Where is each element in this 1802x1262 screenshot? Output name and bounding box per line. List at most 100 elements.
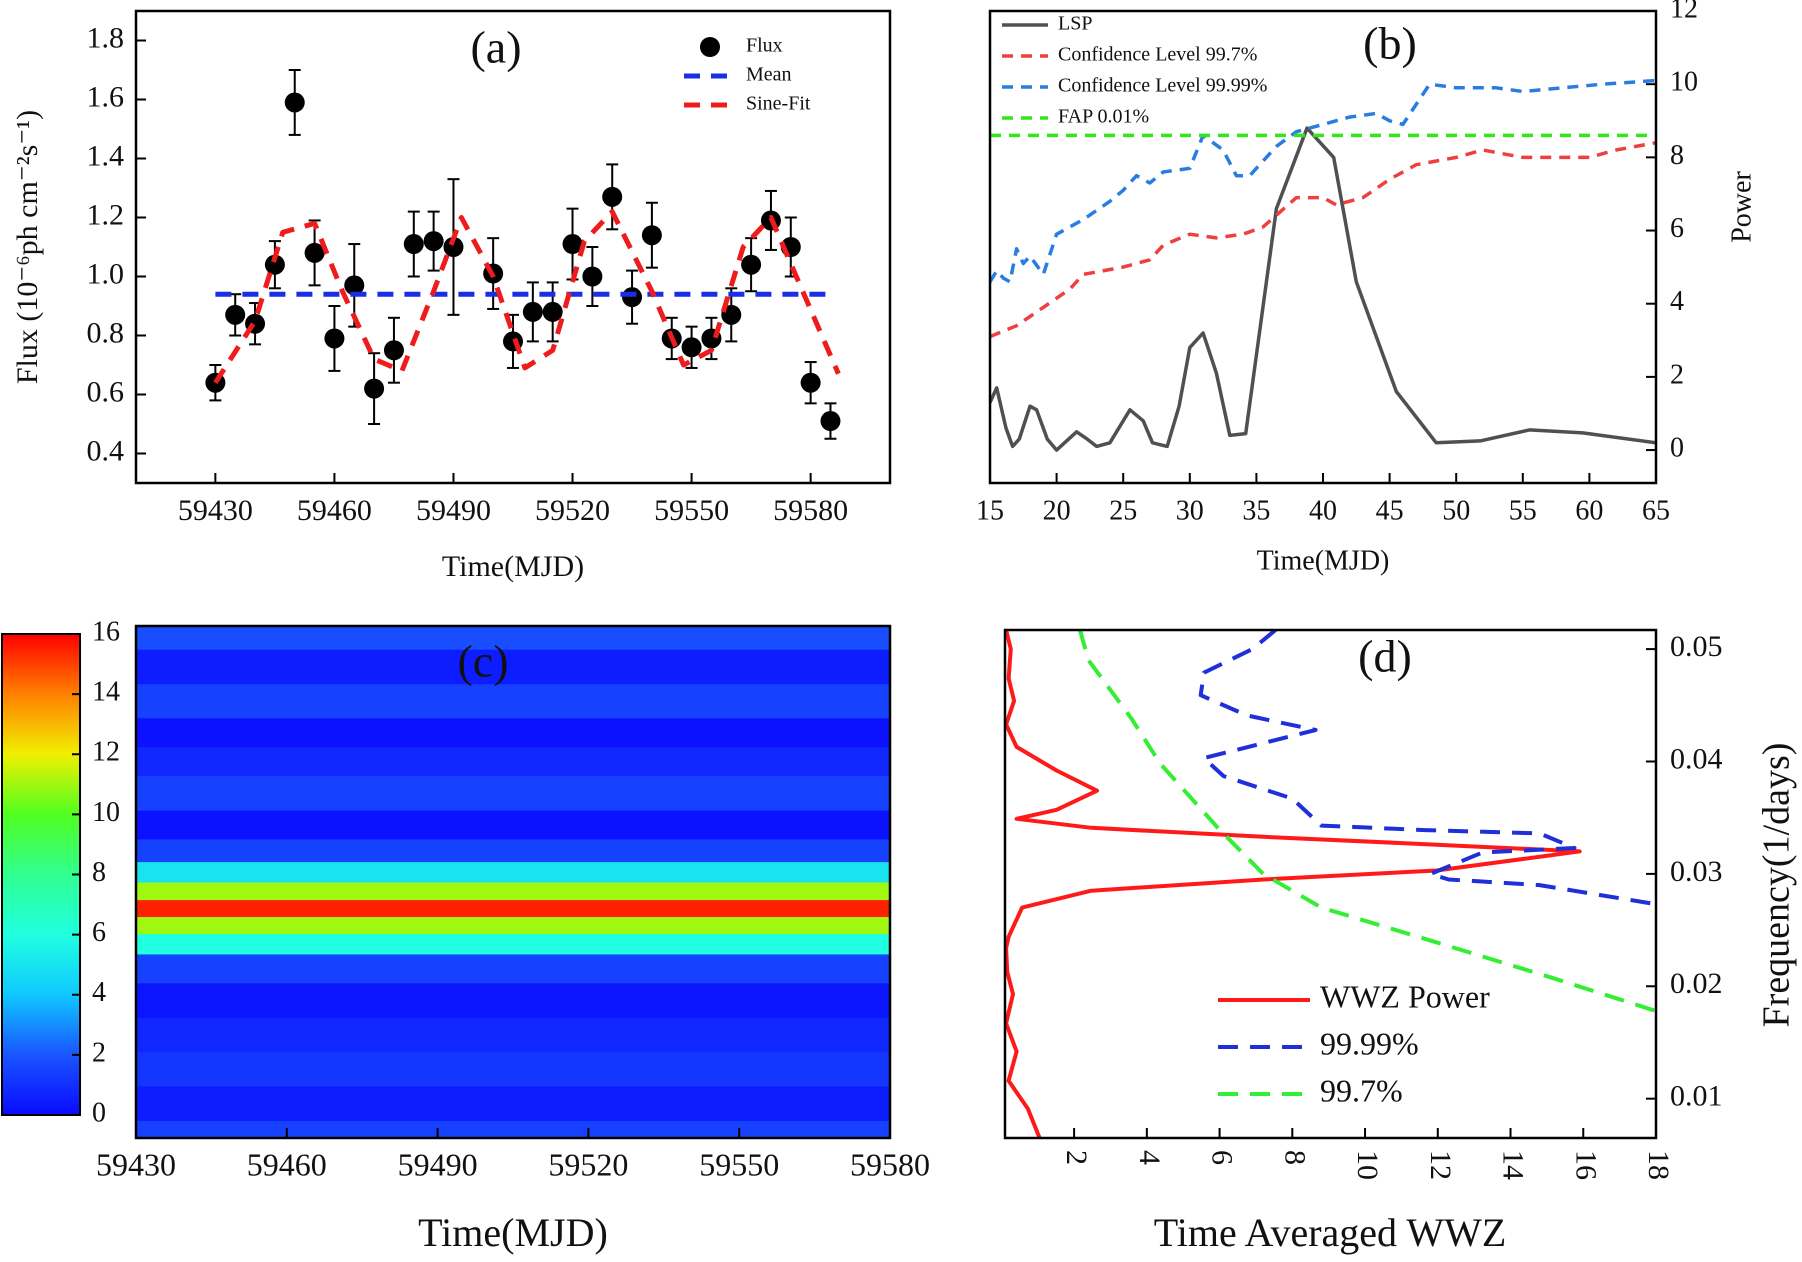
x-tick-label: 59490	[398, 1146, 478, 1182]
x-tick-label: 60	[1575, 495, 1603, 526]
y-tick-label: 1.8	[87, 21, 125, 54]
x-tick-label: 50	[1442, 495, 1470, 526]
heatmap-cell	[136, 717, 890, 748]
heatmap-cell	[136, 838, 890, 863]
data-point	[800, 372, 821, 393]
plot-area	[990, 78, 1656, 452]
x-tick-label: 59460	[247, 1146, 327, 1182]
x-tick-label: 59430	[96, 1146, 176, 1182]
x-tick-label: 10	[1351, 1150, 1384, 1180]
panel-title: (d)	[1358, 631, 1412, 682]
colorbar-tick-label: 10	[92, 797, 120, 828]
x-tick-label: 30	[1176, 495, 1204, 526]
x-tick-label: 59460	[297, 494, 372, 527]
legend-label: 99.99%	[1320, 1025, 1419, 1061]
legend: Flux Mean Sine-Fit	[684, 35, 811, 115]
x-tick-label: 59580	[850, 1146, 930, 1182]
x-tick-label: 59550	[699, 1146, 779, 1182]
colorbar-tick-label: 8	[92, 857, 106, 888]
x-tick-label: 25	[1109, 495, 1137, 526]
plot-area	[136, 626, 890, 1138]
x-tick-label: 16	[1569, 1150, 1602, 1180]
plot-area	[1005, 630, 1656, 1138]
heatmap-cell	[136, 861, 890, 883]
heatmap-cell	[136, 1119, 890, 1138]
heatmap-cell	[136, 809, 890, 840]
legend-label: Mean	[746, 64, 792, 86]
legend: WWZ Power 99.99% 99.7%	[1218, 978, 1490, 1108]
x-axis-label: Time(MJD)	[442, 550, 584, 583]
x-axis-label: Time Averaged WWZ	[1154, 1210, 1507, 1255]
data-point	[304, 242, 325, 263]
heatmap-cell	[136, 626, 890, 650]
x-tick-label: 14	[1497, 1150, 1530, 1180]
legend-label: Confidence Level 99.7%	[1058, 44, 1257, 66]
data-point	[582, 266, 603, 287]
data-point	[681, 337, 702, 358]
data-point	[741, 254, 762, 275]
legend-label: FAP 0.01%	[1058, 106, 1149, 128]
data-point	[344, 275, 365, 296]
y-tick-label: 1.6	[87, 80, 125, 113]
y-tick-label: 0	[1670, 432, 1684, 463]
heatmap-cell	[136, 916, 890, 935]
x-tick-label: 4	[1133, 1150, 1166, 1165]
x-tick-label: 59490	[416, 494, 491, 527]
plot-frame	[134, 624, 892, 1140]
series-line	[1005, 630, 1582, 1138]
series-line	[990, 126, 1656, 452]
data-point	[403, 234, 424, 255]
panel-title: (c)	[457, 636, 508, 687]
x-tick-label: 40	[1309, 495, 1337, 526]
y-tick-label: 0.4	[87, 434, 125, 467]
heatmap-cell	[136, 933, 890, 955]
heatmap-cell	[136, 1016, 890, 1053]
colorbar-tick-label: 14	[92, 677, 120, 708]
heatmap-cell	[136, 953, 890, 984]
x-tick-label: 59550	[654, 494, 729, 527]
data-point	[443, 237, 464, 257]
panel-title: (a)	[470, 22, 521, 73]
colorbar-tick-label: 12	[92, 737, 120, 768]
x-tick-label: 6	[1206, 1150, 1239, 1165]
y-tick-label: 0.04	[1670, 742, 1723, 775]
x-tick-label: 15	[976, 495, 1004, 526]
heatmap-cell	[136, 746, 890, 777]
y-tick-label: 0.03	[1670, 855, 1723, 888]
legend-label: 99.7%	[1320, 1072, 1403, 1108]
series-line	[990, 78, 1656, 284]
heatmap-cell	[136, 775, 890, 811]
y-tick-label: 4	[1670, 286, 1684, 317]
colorbar-tick-label: 6	[92, 917, 106, 948]
heatmap-cell	[136, 648, 890, 685]
legend-label: Flux	[746, 35, 783, 57]
colorbar-tick-label: 0	[92, 1097, 106, 1128]
heatmap-cell	[136, 1051, 890, 1087]
y-tick-label: 0.02	[1670, 967, 1723, 1000]
legend-label: LSP	[1058, 13, 1092, 35]
data-point	[562, 234, 583, 255]
panel-title: (b)	[1363, 18, 1417, 69]
series-line	[1198, 630, 1656, 907]
data-point	[364, 378, 385, 399]
plot-area	[205, 69, 841, 440]
y-tick-label: 0.6	[87, 375, 125, 408]
x-tick-label: 18	[1642, 1150, 1675, 1180]
data-point	[641, 225, 662, 246]
x-tick-label: 59520	[535, 494, 610, 527]
x-tick-label: 8	[1278, 1150, 1311, 1165]
data-point	[602, 186, 623, 207]
colorbar-tick-label: 4	[92, 977, 106, 1008]
colorbar-tick-label: 16	[92, 616, 120, 647]
data-point	[225, 304, 246, 325]
x-axis-label: Time(MJD)	[1257, 545, 1390, 576]
data-point	[284, 92, 305, 113]
plot-frame	[134, 9, 892, 485]
y-tick-label: 12	[1670, 0, 1698, 24]
data-point	[542, 301, 563, 322]
heatmap-cell	[136, 683, 890, 719]
plot-frame	[1003, 628, 1658, 1140]
heatmap-cell	[136, 899, 890, 918]
